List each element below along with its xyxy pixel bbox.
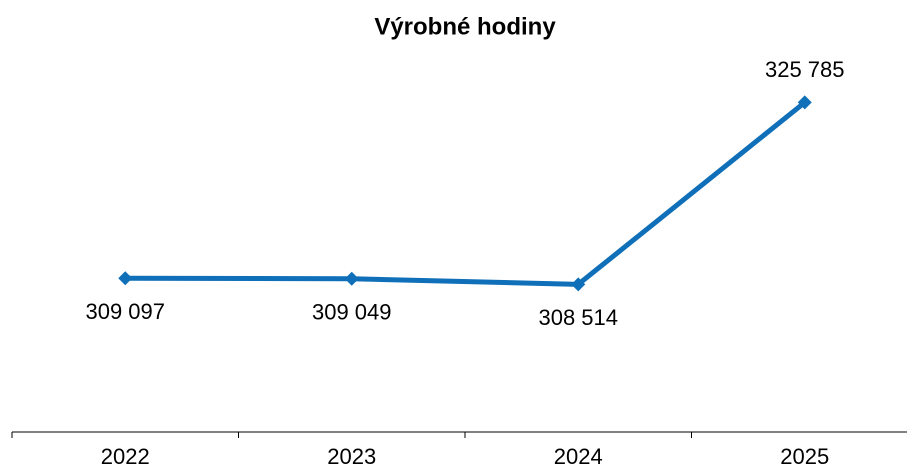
x-tick-label: 2023 — [327, 444, 376, 468]
chart-title: Výrobné hodiny — [374, 13, 556, 40]
line — [125, 100, 807, 287]
marker — [797, 95, 812, 110]
data-label: 325 785 — [765, 57, 845, 82]
data-label: 309 049 — [312, 300, 392, 325]
data-label: 308 514 — [538, 305, 618, 330]
marker — [344, 271, 359, 286]
x-tick-label: 2025 — [780, 444, 829, 468]
x-tick-label: 2022 — [101, 444, 150, 468]
marker — [118, 271, 133, 286]
marker — [571, 277, 586, 292]
x-tick-label: 2024 — [554, 444, 603, 468]
data-label: 309 097 — [85, 299, 165, 324]
